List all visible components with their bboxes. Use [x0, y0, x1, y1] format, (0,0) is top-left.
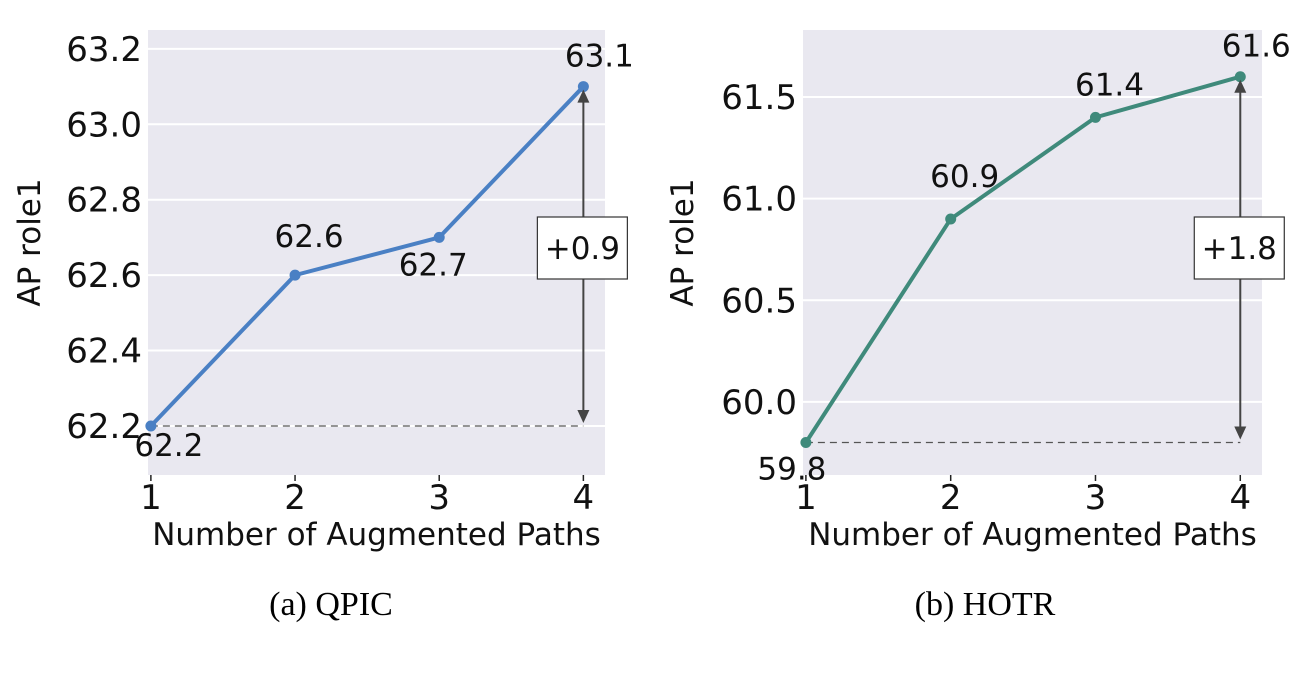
- gain-label: +1.8: [1202, 231, 1277, 267]
- y-axis-title: AP role1: [12, 178, 48, 306]
- y-tick-label: 63.2: [66, 30, 142, 70]
- y-tick-label: 62.2: [66, 407, 142, 447]
- x-axis-title: Number of Augmented Paths: [808, 517, 1257, 553]
- data-point: [1089, 111, 1101, 123]
- data-label: 61.6: [1222, 29, 1291, 65]
- y-tick-label: 61.5: [721, 78, 797, 118]
- figure-caption: (b) HOTR: [915, 586, 1056, 623]
- x-tick-label: 3: [428, 478, 450, 518]
- data-point: [433, 231, 445, 243]
- plot-area: [803, 30, 1262, 475]
- x-tick-label: 1: [140, 478, 162, 518]
- data-label: 61.4: [1075, 67, 1144, 103]
- x-tick-label: 3: [1085, 478, 1107, 518]
- gain-label-box: [1193, 216, 1285, 280]
- y-axis-title: AP role1: [665, 178, 701, 306]
- data-label: 59.8: [757, 451, 826, 487]
- data-label: 60.9: [930, 159, 999, 195]
- x-tick-label: 4: [573, 478, 595, 518]
- data-point: [800, 436, 812, 448]
- y-tick-label: 62.6: [66, 256, 142, 296]
- x-tick-label: 2: [940, 478, 962, 518]
- data-label: 62.2: [134, 428, 203, 464]
- data-label: 62.6: [275, 219, 344, 255]
- x-axis-title: Number of Augmented Paths: [152, 517, 601, 553]
- x-tick-label: 4: [1229, 478, 1251, 518]
- data-label: 63.1: [565, 39, 634, 75]
- arrow-head-down: [577, 409, 590, 423]
- y-tick-label: 62.4: [66, 332, 142, 372]
- data-point: [289, 269, 301, 281]
- x-tick-label: 2: [284, 478, 306, 518]
- y-tick-label: 61.0: [721, 180, 797, 220]
- figure-caption: (a) QPIC: [269, 586, 393, 623]
- gain-label-box: [536, 216, 628, 280]
- data-point: [1234, 71, 1246, 83]
- series-line: [149, 85, 585, 428]
- arrow-head-up: [577, 89, 590, 103]
- data-point: [577, 81, 589, 93]
- y-tick-label: 63.0: [66, 105, 142, 145]
- gain-label: +0.9: [545, 231, 620, 267]
- arrow-head-down: [1234, 426, 1247, 440]
- arrow-head-up: [1234, 79, 1247, 93]
- series-line: [804, 74, 1241, 444]
- y-tick-label: 62.8: [66, 181, 142, 221]
- x-tick-label: 1: [795, 478, 817, 518]
- data-label: 62.7: [399, 247, 468, 283]
- data-point: [945, 213, 957, 225]
- y-tick-label: 60.0: [721, 383, 797, 423]
- data-point: [145, 420, 157, 432]
- y-tick-label: 60.5: [721, 281, 797, 321]
